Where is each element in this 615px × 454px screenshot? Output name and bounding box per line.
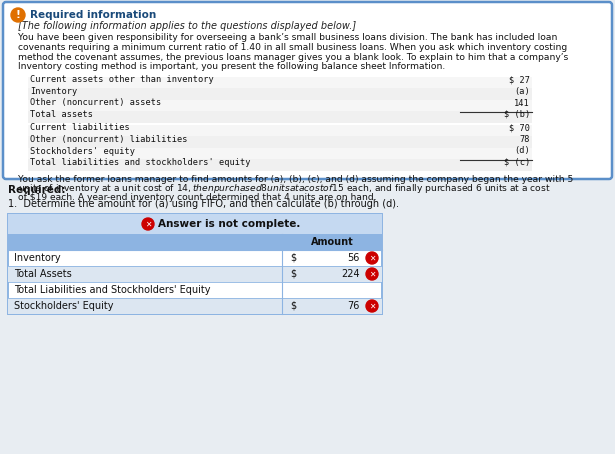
Text: You ask the former loans manager to find amounts for (a), (b), (c), and (d) assu: You ask the former loans manager to find… (18, 174, 573, 183)
Text: Total Assets: Total Assets (14, 269, 72, 279)
Bar (28, 88, 532, 99)
Text: method the covenant assumes, the previous loans manager gives you a blank look. : method the covenant assumes, the previou… (18, 53, 568, 61)
Bar (28, 77, 532, 88)
Text: covenants requiring a minimum current ratio of 1.40 in all small business loans.: covenants requiring a minimum current ra… (18, 43, 567, 52)
Text: Current assets other than inventory: Current assets other than inventory (30, 75, 214, 84)
Circle shape (11, 8, 25, 22)
Text: $: $ (290, 253, 296, 263)
Bar (28, 136, 532, 148)
FancyBboxPatch shape (3, 2, 612, 179)
Text: Total assets: Total assets (30, 110, 93, 119)
Bar (8, 266, 382, 282)
Circle shape (142, 218, 154, 230)
Text: $: $ (290, 301, 296, 311)
Text: $ 70: $ 70 (509, 123, 530, 133)
Text: $ (b): $ (b) (504, 110, 530, 119)
Text: Inventory: Inventory (30, 87, 77, 96)
Text: 1.  Determine the amount for (a) using FIFO, and then calculate (b) through (d).: 1. Determine the amount for (a) using FI… (8, 199, 399, 209)
Text: Answer is not complete.: Answer is not complete. (158, 219, 300, 229)
Text: 224: 224 (341, 269, 360, 279)
Circle shape (366, 252, 378, 264)
Text: Inventory costing method is important, you present the following balance sheet I: Inventory costing method is important, y… (18, 62, 445, 71)
Text: Stockholders' Equity: Stockholders' Equity (14, 301, 114, 311)
Text: units of inventory at a unit cost of $14, then purchased 8 units at a cost of $1: units of inventory at a unit cost of $14… (18, 182, 551, 195)
Text: ✕: ✕ (369, 270, 375, 278)
Text: $ (c): $ (c) (504, 158, 530, 167)
Bar (28, 111, 532, 123)
Text: 78: 78 (520, 135, 530, 144)
Text: Other (noncurrent) liabilities: Other (noncurrent) liabilities (30, 135, 188, 144)
Bar (28, 148, 532, 159)
Text: (d): (d) (514, 147, 530, 156)
Bar (8, 298, 382, 314)
Text: $: $ (290, 269, 296, 279)
Text: Other (noncurrent) assets: Other (noncurrent) assets (30, 99, 161, 108)
Bar (8, 234, 382, 250)
Text: Stockholders' equity: Stockholders' equity (30, 147, 135, 156)
Text: Amount: Amount (311, 237, 354, 247)
Text: Inventory: Inventory (14, 253, 61, 263)
Text: ✕: ✕ (369, 253, 375, 262)
Text: $ 27: $ 27 (509, 75, 530, 84)
Text: of $19 each. A year-end inventory count determined that 4 units are on hand.: of $19 each. A year-end inventory count … (18, 193, 376, 202)
Circle shape (366, 268, 378, 280)
Text: 141: 141 (514, 99, 530, 108)
Text: Total liabilities and stockholders' equity: Total liabilities and stockholders' equi… (30, 158, 250, 167)
Bar (28, 99, 532, 111)
Text: [The following information applies to the questions displayed below.]: [The following information applies to th… (18, 21, 356, 31)
Text: You have been given responsibility for overseeing a bank’s small business loans : You have been given responsibility for o… (18, 34, 557, 43)
Text: 76: 76 (347, 301, 360, 311)
Bar (28, 124, 532, 136)
Text: ✕: ✕ (369, 301, 375, 311)
Text: Current liabilities: Current liabilities (30, 123, 130, 133)
Bar (8, 214, 382, 314)
Text: ✕: ✕ (145, 219, 151, 228)
Bar (8, 214, 382, 234)
Text: 56: 56 (347, 253, 360, 263)
Text: (a): (a) (514, 87, 530, 96)
Bar (28, 159, 532, 171)
Text: !: ! (15, 10, 20, 20)
Text: Required:: Required: (8, 185, 66, 195)
Text: Required information: Required information (30, 10, 156, 20)
Text: Total Liabilities and Stockholders' Equity: Total Liabilities and Stockholders' Equi… (14, 285, 210, 295)
Circle shape (366, 300, 378, 312)
